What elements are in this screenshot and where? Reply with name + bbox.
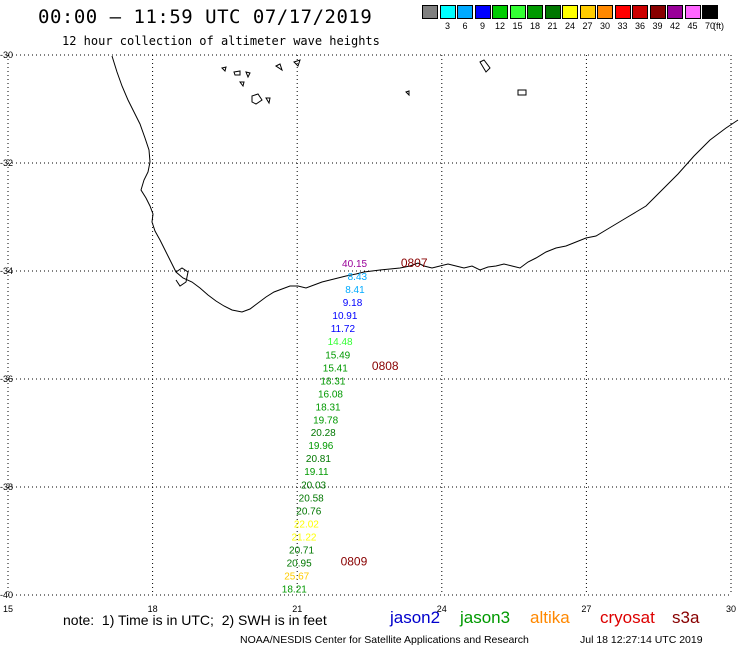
- page-subtitle: 12 hour collection of altimeter wave hei…: [62, 34, 380, 48]
- legend-swatch: [684, 5, 701, 19]
- legend-swatch: [702, 5, 718, 19]
- satellite-name: jason2: [390, 608, 441, 627]
- lon-tick-label: 15: [3, 604, 13, 614]
- lat-tick-label: -32: [0, 158, 13, 168]
- track-time-label: 0807: [401, 256, 428, 270]
- wave-height-label: 14.48: [328, 337, 353, 348]
- wave-height-label: 11.72: [331, 324, 356, 335]
- wave-height-label: 15.41: [323, 363, 348, 374]
- lon-tick-label: 18: [148, 604, 158, 614]
- legend-swatch: [422, 5, 438, 19]
- legend-swatch: [457, 5, 473, 19]
- lon-tick-label: 27: [581, 604, 591, 614]
- lon-tick-label: 21: [292, 604, 302, 614]
- satellite-name: jason3: [460, 608, 511, 627]
- legend-label: 21: [547, 21, 558, 31]
- legend-label: 33: [617, 21, 628, 31]
- wave-height-label: 40.15: [342, 259, 367, 270]
- legend-swatch: [632, 5, 648, 19]
- legend-swatch: [562, 5, 578, 19]
- wave-height-label: 16.08: [318, 389, 343, 400]
- legend-swatch: [579, 5, 596, 19]
- lat-tick-label: -30: [0, 50, 13, 60]
- track-time-label: 0809: [341, 554, 368, 568]
- legend-unit: (ft): [713, 21, 724, 31]
- coastline-false-bay: [175, 267, 189, 287]
- legend-label: 27: [582, 21, 593, 31]
- satellite-name: s3a: [672, 608, 700, 627]
- wave-height-label: 9.18: [343, 298, 363, 309]
- track-labels: 40.15 8.43 8.41 9.18 10.91 11.72 14.48 15.49 15.…: [282, 256, 428, 595]
- legend-label: 24: [564, 21, 575, 31]
- legend-label: 42: [669, 21, 680, 31]
- lat-tick-label: -40: [0, 590, 13, 600]
- coastline: [111, 55, 739, 313]
- lat-tick-label: -36: [0, 374, 13, 384]
- wave-height-label: 15.49: [325, 350, 350, 361]
- legend-label: 15: [512, 21, 523, 31]
- generation-timestamp: Jul 18 12:27:14 UTC 2019: [580, 634, 703, 646]
- wave-height-label: 8.43: [348, 272, 368, 283]
- coastline-south-africa: [111, 55, 739, 313]
- legend-swatch: [649, 5, 666, 19]
- legend-swatch: [544, 5, 561, 19]
- credit-line: NOAA/NESDIS Center for Satellite Applica…: [240, 634, 529, 646]
- legend-swatch: [439, 5, 456, 19]
- wave-height-label: 25.67: [284, 571, 309, 582]
- wave-height-label: 18.31: [320, 376, 345, 387]
- wave-height-label: 19.11: [304, 467, 329, 478]
- wave-height-label: 18.31: [316, 402, 341, 413]
- legend-label: 36: [634, 21, 645, 31]
- legend-label: 6: [462, 21, 468, 31]
- legend-swatch: [509, 5, 526, 19]
- wave-height-label: 8.41: [345, 285, 365, 296]
- legend-label: 3: [444, 21, 450, 31]
- wave-height-label: 22.02: [294, 520, 319, 531]
- satellite-name: cryosat: [600, 608, 655, 627]
- page-title: 00:00 – 11:59 UTC 07/17/2019: [38, 6, 373, 28]
- legend-swatch: [474, 5, 491, 19]
- wave-height-label: 21.22: [291, 532, 316, 543]
- wave-height-label: 20.03: [301, 481, 326, 492]
- lat-tick-label: -38: [0, 482, 13, 492]
- wave-height-label: 20.28: [311, 428, 336, 439]
- legend-label: 70: [704, 21, 715, 31]
- wave-height-label: 20.71: [289, 545, 314, 556]
- legend-label: 18: [529, 21, 540, 31]
- legend-label: 12: [494, 21, 505, 31]
- wave-height-label: 20.58: [299, 494, 324, 505]
- wave-height-label: 10.91: [332, 311, 357, 322]
- legend-swatch: [597, 5, 613, 19]
- wave-height-label: 19.96: [308, 441, 333, 452]
- small-islands: [221, 59, 527, 105]
- legend-label: 45: [687, 21, 698, 31]
- wave-height-label: 20.76: [296, 507, 321, 518]
- wave-height-label: 20.81: [306, 454, 331, 465]
- wave-height-label: 18.21: [282, 584, 307, 595]
- lon-tick-label: 30: [726, 604, 736, 614]
- graticule: 15 18 21 24 27 30 -30 -32 -34 -36 -38 -40: [0, 50, 736, 614]
- wave-height-label: 19.78: [313, 415, 338, 426]
- track-time-label: 0808: [372, 359, 399, 373]
- wave-height-label: 20.95: [287, 558, 312, 569]
- legend-swatch: [614, 5, 631, 19]
- legend-swatch: [492, 5, 508, 19]
- legend-label: 9: [479, 21, 485, 31]
- satellite-name: altika: [530, 608, 570, 627]
- lat-tick-label: -34: [0, 266, 13, 276]
- legend-swatch: [667, 5, 683, 19]
- legend-label: 30: [599, 21, 610, 31]
- lon-tick-label: 24: [437, 604, 447, 614]
- legend-label: 39: [652, 21, 663, 31]
- legend-swatch: [527, 5, 543, 19]
- footer-note: note: 1) Time is in UTC; 2) SWH is in fe…: [63, 612, 327, 628]
